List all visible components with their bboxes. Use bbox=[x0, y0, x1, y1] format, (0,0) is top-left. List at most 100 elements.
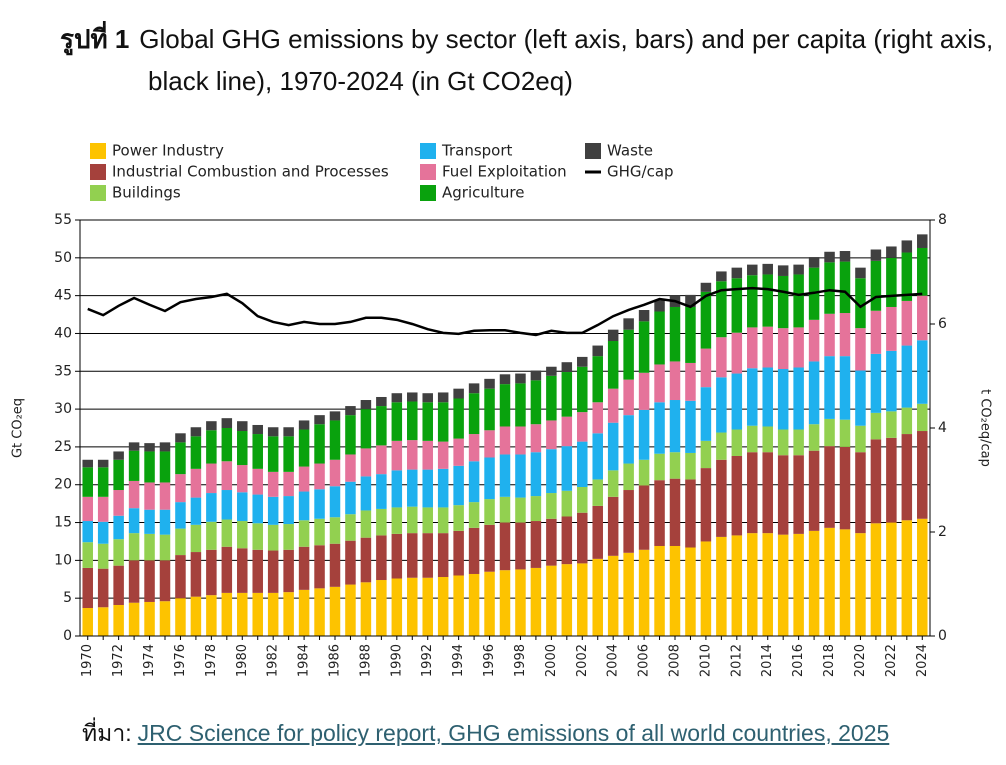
source-link[interactable]: JRC Science for policy report, GHG emiss… bbox=[137, 720, 890, 746]
bar-segment bbox=[113, 490, 124, 516]
bar-segment bbox=[917, 247, 928, 296]
bar-segment bbox=[654, 364, 665, 403]
bar-segment bbox=[685, 479, 696, 548]
bar-segment bbox=[159, 601, 171, 636]
bar-segment bbox=[190, 468, 202, 498]
bar-segment bbox=[654, 480, 665, 546]
bar-segment bbox=[685, 306, 696, 363]
bar-segment bbox=[97, 543, 109, 569]
bar-segment bbox=[175, 502, 186, 529]
bar-segment bbox=[839, 529, 851, 636]
bar-segment bbox=[360, 582, 372, 636]
bar-segment bbox=[762, 533, 773, 636]
bar-segment bbox=[391, 402, 403, 441]
bar-segment bbox=[592, 479, 603, 506]
bar-segment bbox=[855, 370, 866, 426]
bar-segment bbox=[917, 295, 928, 341]
bar-segment bbox=[685, 294, 696, 307]
bar-segment bbox=[437, 441, 449, 469]
bar-segment bbox=[453, 465, 464, 506]
bar-segment bbox=[175, 442, 186, 475]
bar-segment bbox=[453, 388, 464, 399]
bar-segment bbox=[499, 374, 511, 385]
y2-tick-label: 0 bbox=[938, 628, 947, 644]
bar-segment bbox=[237, 521, 248, 549]
bar-segment bbox=[144, 482, 155, 510]
bar-segment bbox=[221, 428, 233, 462]
bar-segment bbox=[700, 282, 712, 292]
bar-segment bbox=[113, 604, 124, 636]
bar-segment bbox=[747, 327, 758, 369]
bar-segment bbox=[484, 457, 495, 500]
bar-segment bbox=[901, 252, 913, 301]
bar-segment bbox=[407, 440, 418, 470]
bar-segment bbox=[144, 533, 155, 561]
bar-segment bbox=[855, 425, 866, 453]
bar-segment bbox=[113, 451, 124, 460]
bar-segment bbox=[298, 429, 310, 467]
bar-segment bbox=[638, 409, 650, 460]
chart-title-block: รูปที่ 1 Global GHG emissions by sector (… bbox=[60, 18, 1006, 102]
bar-segment bbox=[546, 420, 557, 450]
bar-segment bbox=[113, 565, 124, 605]
legend-label: GHG/cap bbox=[607, 163, 674, 181]
bar-segment bbox=[484, 499, 495, 525]
bar-segment bbox=[870, 310, 882, 354]
bar-segment bbox=[484, 571, 495, 636]
bar-segment bbox=[82, 496, 93, 522]
bar-segment bbox=[685, 452, 696, 480]
bar-segment bbox=[283, 471, 294, 497]
bar-segment bbox=[422, 533, 433, 578]
x-tick-label: 1980 bbox=[235, 644, 250, 677]
bar-segment bbox=[159, 482, 171, 510]
y-tick-label: 20 bbox=[54, 477, 72, 493]
bar-segment bbox=[97, 496, 109, 522]
bar-segment bbox=[654, 402, 665, 454]
y-axis-title: Gt CO₂eq bbox=[11, 398, 26, 458]
bar-segment bbox=[777, 455, 789, 535]
bar-segment bbox=[901, 240, 913, 253]
bar-segment bbox=[237, 421, 248, 432]
bar-segment bbox=[267, 436, 279, 472]
bar-segment bbox=[499, 570, 511, 636]
bar-segment bbox=[283, 592, 294, 636]
bar-segment bbox=[886, 246, 897, 258]
bar-segment bbox=[654, 453, 665, 481]
bar-segment bbox=[870, 260, 882, 311]
bar-segment bbox=[237, 431, 248, 466]
bar-segment bbox=[515, 454, 526, 498]
bar-segment bbox=[731, 535, 743, 636]
bar-segment bbox=[407, 577, 418, 636]
bar-segment bbox=[206, 463, 217, 494]
legend-label: Agriculture bbox=[442, 184, 525, 202]
bar-segment bbox=[793, 455, 804, 534]
bar-segment bbox=[546, 375, 557, 421]
bar-segment bbox=[777, 534, 789, 636]
bar-segment bbox=[901, 345, 913, 408]
bar-segment bbox=[468, 502, 480, 528]
bar-segment bbox=[252, 523, 263, 550]
bar-segment bbox=[175, 474, 186, 503]
bar-segment bbox=[128, 508, 140, 534]
bar-segment bbox=[484, 378, 495, 389]
bar-segment bbox=[360, 476, 372, 511]
bar-segment bbox=[747, 368, 758, 426]
x-tick-label: 2016 bbox=[791, 644, 806, 677]
bar-segment bbox=[407, 506, 418, 534]
bar-segment bbox=[376, 406, 387, 446]
bar-segment bbox=[638, 485, 650, 550]
bar-segment bbox=[669, 478, 681, 546]
bar-segment bbox=[839, 313, 851, 357]
bar-segment bbox=[638, 310, 650, 322]
bar-segment bbox=[917, 234, 928, 248]
bar-segment bbox=[561, 446, 573, 491]
bar-segment bbox=[592, 402, 603, 434]
bar-segment bbox=[314, 588, 325, 636]
bar-segment bbox=[283, 496, 294, 525]
bar-segment bbox=[422, 577, 433, 636]
bar-segment bbox=[855, 328, 866, 371]
bar-segment bbox=[144, 451, 155, 483]
bar-segment bbox=[499, 522, 511, 571]
bar-segment bbox=[607, 555, 619, 636]
